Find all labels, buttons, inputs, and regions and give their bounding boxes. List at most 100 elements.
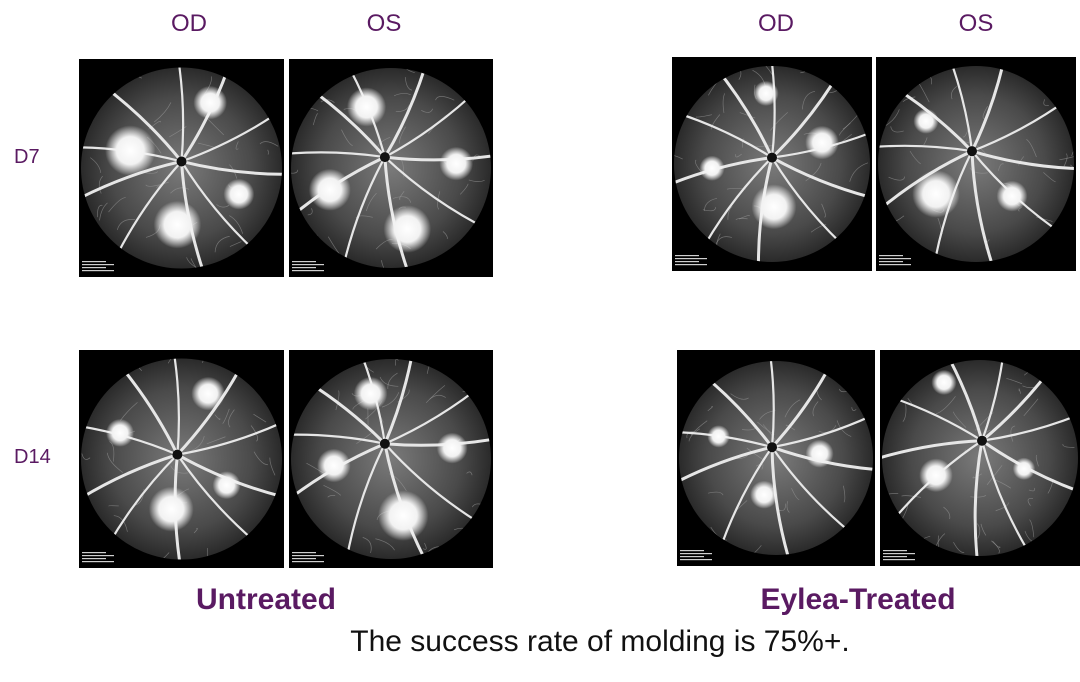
fundus-graphic-untreated-d14-od (81, 353, 282, 563)
capillary (470, 537, 485, 552)
capillary (459, 183, 469, 195)
capillary (190, 258, 199, 269)
scanner-annotation-mark (879, 261, 903, 263)
scanner-annotation-mark (883, 559, 915, 561)
retinal-vessel (700, 66, 774, 160)
capillary (674, 154, 683, 160)
capillary (267, 149, 269, 155)
capillary (229, 215, 244, 234)
capillary (722, 93, 726, 113)
capillary (752, 66, 773, 76)
lesion-spot (353, 376, 388, 411)
capillary (381, 260, 387, 268)
capillary (300, 234, 318, 252)
scanner-annotation-mark (680, 553, 712, 555)
capillary (1029, 519, 1035, 538)
lesion-spot (753, 80, 779, 106)
scanner-annotation-mark (675, 258, 707, 260)
capillary (259, 141, 279, 147)
capillary (472, 154, 480, 162)
capillary (1062, 153, 1068, 168)
capillary (323, 485, 342, 496)
retinal-vessel (172, 67, 185, 163)
capillary (167, 358, 173, 364)
capillary (950, 86, 958, 100)
column-header-treated-od: OD (758, 10, 794, 37)
lesion-spot (378, 490, 429, 541)
capillary (203, 59, 214, 61)
lesion-spot (436, 432, 468, 464)
capillary (704, 197, 718, 211)
capillary (756, 353, 776, 359)
capillary (124, 557, 134, 560)
scanner-annotation-mark (675, 264, 707, 266)
capillary (81, 358, 90, 375)
capillary (393, 93, 411, 97)
capillary (294, 89, 298, 96)
lesion-spot (105, 125, 156, 176)
capillary (437, 191, 441, 210)
lesion-spot (707, 425, 730, 448)
capillary (466, 471, 473, 476)
capillary (843, 485, 846, 503)
column-header-untreated-od: OD (171, 10, 207, 37)
retinal-vessel (770, 445, 795, 555)
capillary (186, 257, 204, 269)
capillary (108, 197, 126, 213)
capillary (980, 523, 987, 536)
capillary (770, 112, 788, 131)
capillary (896, 533, 912, 544)
capillary (888, 176, 906, 181)
lesion-spot (913, 108, 939, 134)
capillary (395, 105, 410, 113)
lesion-spot (805, 125, 839, 160)
capillary (705, 270, 710, 271)
capillary (791, 488, 800, 500)
capillary (802, 90, 816, 110)
capillary (411, 266, 430, 268)
retinal-vessel (882, 439, 984, 467)
lesion-spot (383, 205, 432, 253)
capillary (727, 206, 733, 220)
caption: The success rate of molding is 75%+. (350, 625, 850, 658)
fundus-graphic-untreated-d7-os (291, 68, 491, 272)
capillary (1010, 425, 1016, 442)
capillary (935, 533, 946, 548)
lesion-spot (919, 458, 953, 493)
optic-disc (767, 152, 777, 163)
capillary (120, 359, 127, 377)
capillary (339, 261, 353, 268)
capillary (425, 385, 446, 404)
scanner-annotation-mark (82, 552, 106, 554)
capillary (1025, 66, 1032, 72)
capillary (314, 364, 320, 376)
capillary (1032, 563, 1046, 566)
retinal-vessel (674, 105, 774, 159)
retina-disc (291, 359, 491, 559)
capillary (902, 404, 907, 422)
capillary (146, 353, 156, 357)
retinal-vessel (679, 445, 774, 496)
capillary (262, 536, 282, 541)
capillary (81, 453, 91, 460)
capillary (674, 110, 678, 117)
capillary (392, 196, 412, 203)
capillary (229, 241, 242, 247)
capillary (118, 548, 123, 560)
capillary (1068, 205, 1072, 215)
fundus-graphic-untreated-d7-od (81, 59, 282, 272)
capillary (1028, 487, 1036, 492)
capillary (228, 409, 235, 428)
capillary (331, 366, 339, 374)
capillary (708, 491, 724, 496)
optic-disc (379, 152, 390, 163)
capillary (904, 76, 912, 90)
capillary (884, 86, 894, 100)
capillary (362, 537, 372, 553)
capillary (918, 83, 930, 103)
capillary (375, 538, 395, 551)
capillary (214, 414, 221, 420)
capillary (216, 204, 230, 208)
capillary (490, 376, 491, 392)
retinal-vessel (878, 144, 974, 153)
